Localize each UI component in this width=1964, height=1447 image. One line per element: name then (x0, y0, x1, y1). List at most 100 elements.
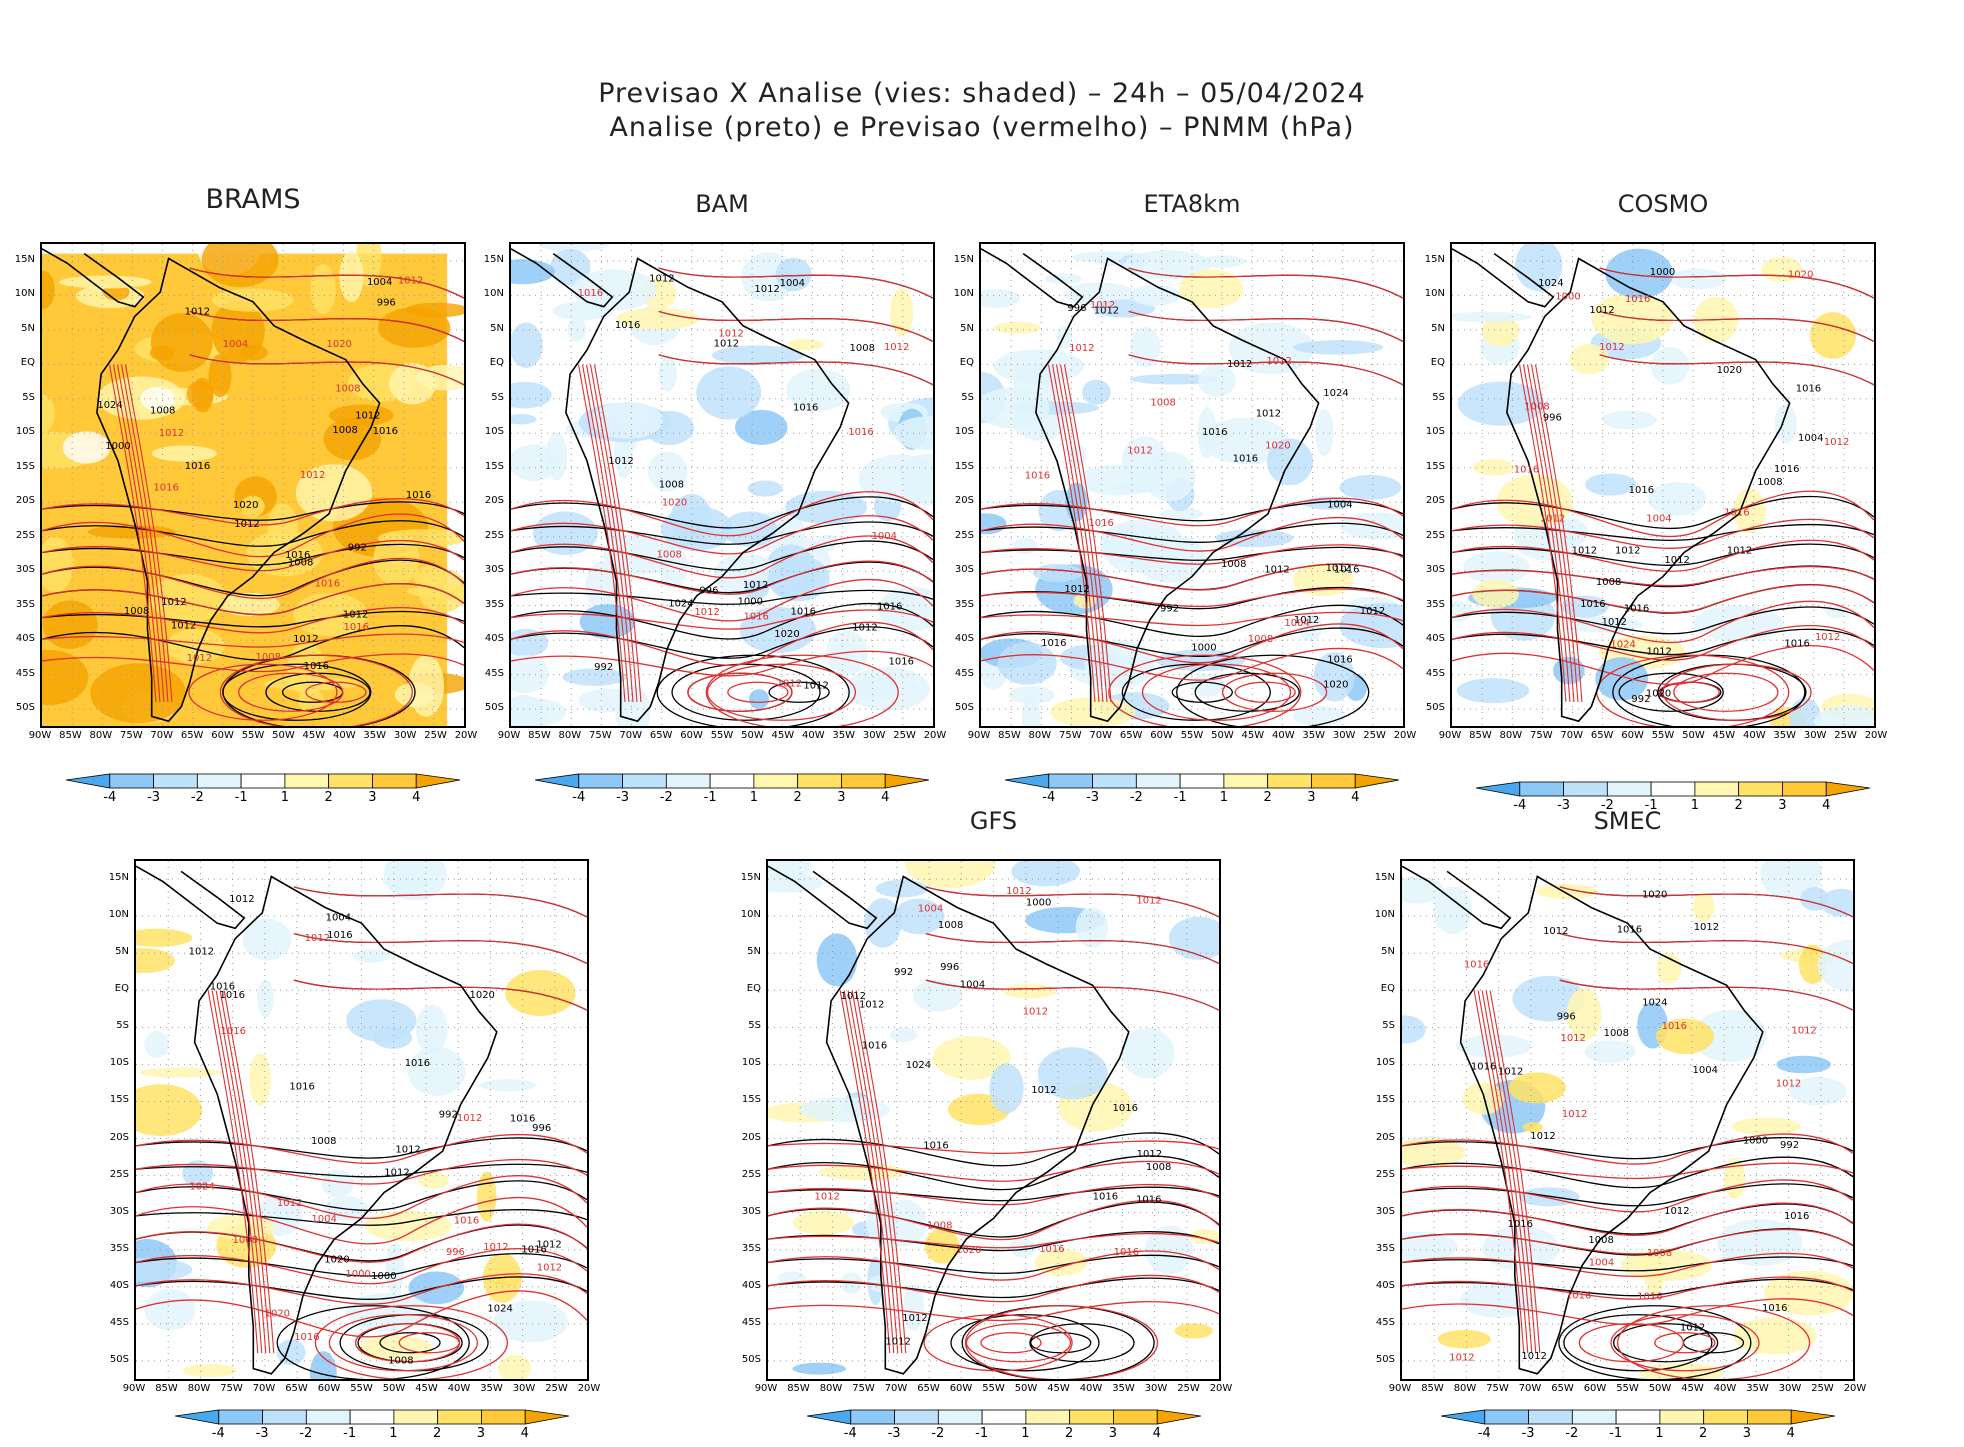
bias-patch (1523, 1122, 1544, 1133)
bias-patch (498, 1354, 532, 1379)
bias-patch (981, 387, 1050, 429)
isobar-label-forecast: 1012 (1815, 632, 1840, 643)
colorbar-swatch (1606, 781, 1652, 797)
isobar-label-analysis: 1008 (1757, 477, 1782, 488)
isobar-label-analysis: 992 (1631, 694, 1650, 705)
isobar-label-forecast: 1012 (1127, 446, 1152, 457)
bias-patch (208, 354, 232, 398)
isobar-line (511, 626, 933, 659)
isobar-label-analysis: 1012 (1530, 1131, 1555, 1142)
lat-tick-label: 50S (954, 702, 974, 714)
bias-patch (212, 288, 294, 312)
isobar-line (1402, 1156, 1853, 1189)
lon-tick-label: 85W (59, 730, 82, 741)
colorbar-label: 1 (1690, 798, 1700, 813)
isobar-label-forecast: 1012 (814, 1192, 839, 1203)
map-frame: 1016 1012 1012 1012 1016 1012 1016 1016 1016 1012… (766, 859, 1221, 1381)
bias-patch (240, 495, 265, 518)
bias-patch (1084, 640, 1155, 689)
isobar-line (1452, 584, 1874, 614)
isobar-line (981, 623, 1403, 664)
model-panel-gfs: GFS 1016 1012 1012 1012 1016 1012 1016 1016 1016 1… (741, 807, 1233, 1394)
lon-tick-label: 35W (1773, 730, 1797, 741)
isobar-label-analysis: 1016 (1617, 925, 1642, 936)
lon-tick-label: 65W (1551, 1383, 1574, 1394)
lat-tick-label: 20S (1425, 495, 1445, 507)
isobar-line (136, 1276, 587, 1300)
colorbar-label: -3 (1086, 790, 1100, 805)
isobar-label-forecast: 1012 (1560, 1033, 1585, 1044)
lat-tick-label: EQ (489, 357, 504, 369)
lat-tick-label: 10N (483, 288, 504, 300)
lon-tick-label: 45W (302, 730, 326, 741)
isobar-label-forecast: 1008 (256, 652, 281, 663)
isobar-label-analysis: 1020 (324, 1255, 349, 1266)
lat-tick-label: 15S (1425, 460, 1445, 472)
colorbar: -4 -3 -2 -1 1 2 3 4 (1440, 1409, 1835, 1447)
south-america-coastline (565, 257, 850, 723)
isobar-label-forecast: 1008 (233, 1235, 258, 1246)
isobar-label-analysis: 1016 (877, 601, 902, 612)
colorbar-swatch (806, 1409, 851, 1425)
colorbar-label: 2 (793, 790, 802, 805)
lat-tick-label: EQ (20, 357, 35, 369)
bias-patch (889, 1027, 918, 1043)
isobar-line (42, 625, 464, 661)
colorbar-label: 3 (476, 1426, 486, 1441)
colorbar: -4 -3 -2 -1 1 2 3 4 (534, 773, 930, 811)
isobar-line (768, 1183, 1219, 1206)
low-pressure-isobar (656, 654, 850, 726)
isobar-line (42, 498, 464, 526)
andes-isobar (589, 364, 638, 702)
colorbar-swatch (1223, 773, 1269, 789)
isobar-label-analysis: 1012 (343, 610, 368, 621)
colorbar-swatch (1694, 781, 1740, 797)
bias-patch (1315, 409, 1334, 457)
colorbar-label: -2 (1129, 790, 1143, 805)
bias-patch (298, 688, 324, 714)
isobar-line (136, 1158, 587, 1185)
lon-tick-label: 50W (382, 1383, 406, 1394)
colorbar-swatch (937, 1409, 983, 1425)
isobar-label-analysis: 1012 (234, 519, 259, 530)
lat-tick-label: 5N (747, 946, 761, 958)
lat-tick-label: 5S (748, 1020, 761, 1032)
andes-isobar (219, 990, 271, 1354)
bias-patch (1082, 379, 1111, 405)
bias-patch (1656, 1018, 1715, 1055)
isobar-line (1559, 932, 1853, 965)
bias-patch (62, 431, 111, 464)
isobar-label-analysis: 1016 (1202, 427, 1227, 438)
lon-tick-label: 35W (832, 730, 856, 741)
colorbar-label: -4 (572, 790, 586, 805)
isobar-line (136, 1137, 587, 1159)
isobar-label-forecast: 1016 (1625, 294, 1650, 305)
lon-tick-label: 80W (89, 730, 113, 741)
colorbar-label: 4 (1822, 798, 1831, 813)
isobar-label-analysis: 1012 (885, 1336, 910, 1347)
colorbar-swatch (1354, 773, 1400, 789)
lon-tick-label: 85W (155, 1383, 178, 1394)
colorbar-label: 4 (1152, 1426, 1161, 1441)
lat-tick-label: 15S (109, 1094, 129, 1106)
isobar-line (1452, 539, 1874, 572)
isobar-line (136, 1197, 587, 1245)
andes-isobar (116, 364, 165, 702)
lat-tick-label: 15S (15, 460, 35, 472)
isobar-label-analysis: 1012 (1602, 617, 1627, 628)
map-frame: 1016 1012 1012 1008 1012 1012 1016 1016 1012 1012… (40, 242, 466, 728)
isobar-label-forecast: 1024 (1610, 640, 1635, 651)
bias-patch (377, 307, 451, 348)
map-frame: 1012 1016 1012 1020 1016 1012 1016 1016 1020 1024… (134, 859, 589, 1381)
isobar-label-analysis: 1020 (1323, 679, 1348, 690)
panel-title: ETA8km (1143, 190, 1241, 218)
colorbar-label: -1 (343, 1426, 357, 1441)
isobar-label-analysis: 992 (1780, 1140, 1799, 1151)
lat-tick-label: 25S (15, 529, 35, 541)
lon-tick-label: 65W (1590, 730, 1614, 741)
isobar-label-analysis: 1012 (161, 597, 186, 608)
isobar-line (768, 1155, 1219, 1191)
bias-patch (735, 409, 788, 445)
andes-isobar (120, 364, 169, 702)
lat-tick-label: 45S (741, 1316, 761, 1328)
